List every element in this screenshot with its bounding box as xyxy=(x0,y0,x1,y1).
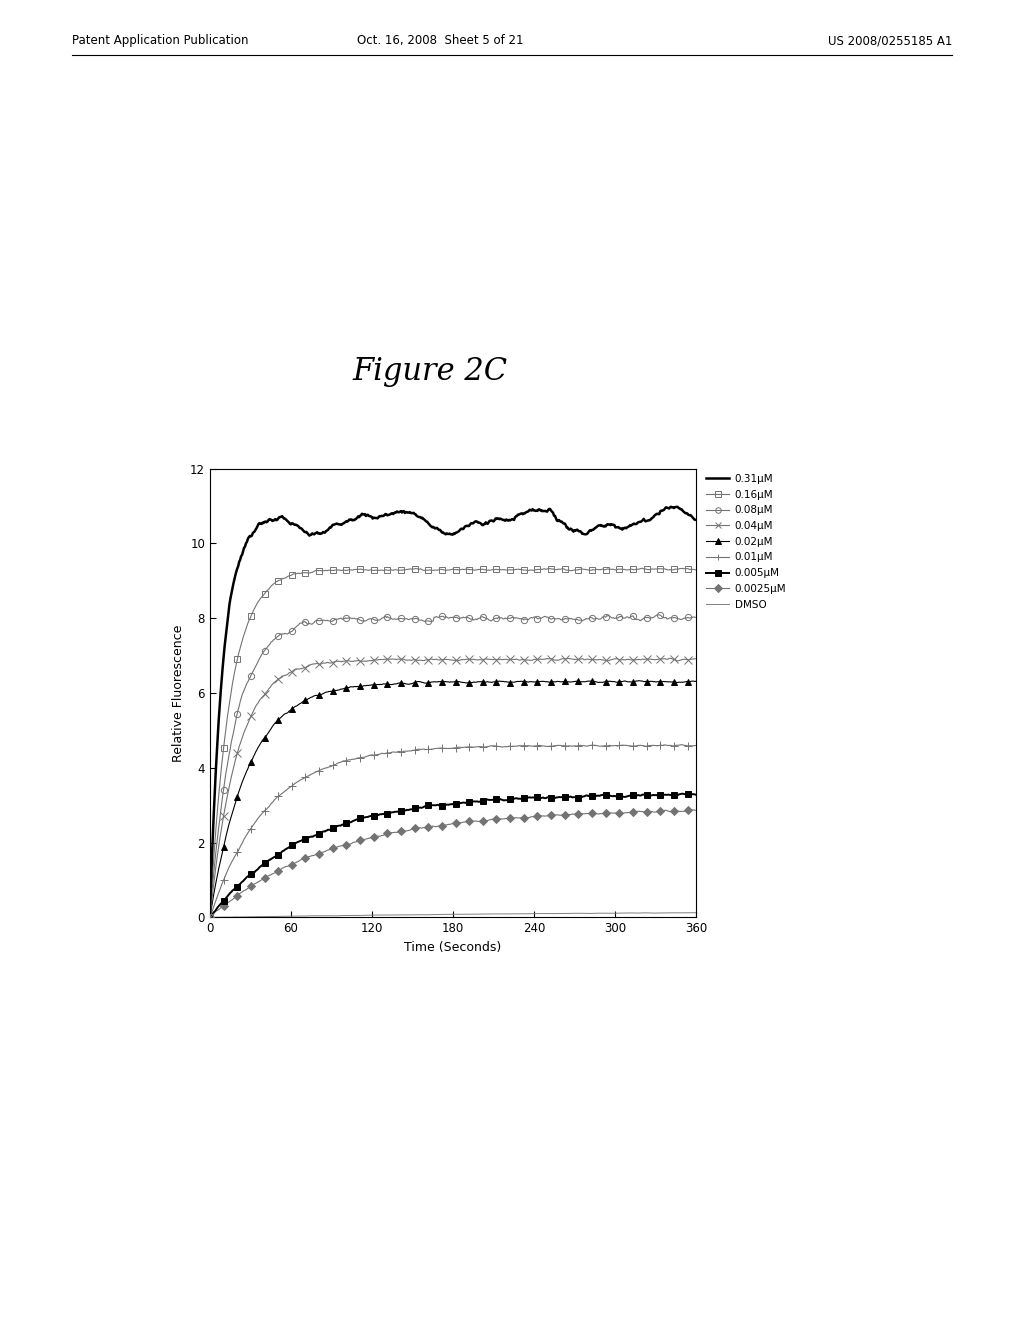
Text: Patent Application Publication: Patent Application Publication xyxy=(72,34,248,48)
Text: Oct. 16, 2008  Sheet 5 of 21: Oct. 16, 2008 Sheet 5 of 21 xyxy=(357,34,523,48)
Text: Figure 2C: Figure 2C xyxy=(352,356,508,387)
X-axis label: Time (Seconds): Time (Seconds) xyxy=(404,941,502,954)
Legend: 0.31μM, 0.16μM, 0.08μM, 0.04μM, 0.02μM, 0.01μM, 0.005μM, 0.0025μM, DMSO: 0.31μM, 0.16μM, 0.08μM, 0.04μM, 0.02μM, … xyxy=(707,474,786,610)
Y-axis label: Relative Fluorescence: Relative Fluorescence xyxy=(171,624,184,762)
Text: US 2008/0255185 A1: US 2008/0255185 A1 xyxy=(828,34,952,48)
